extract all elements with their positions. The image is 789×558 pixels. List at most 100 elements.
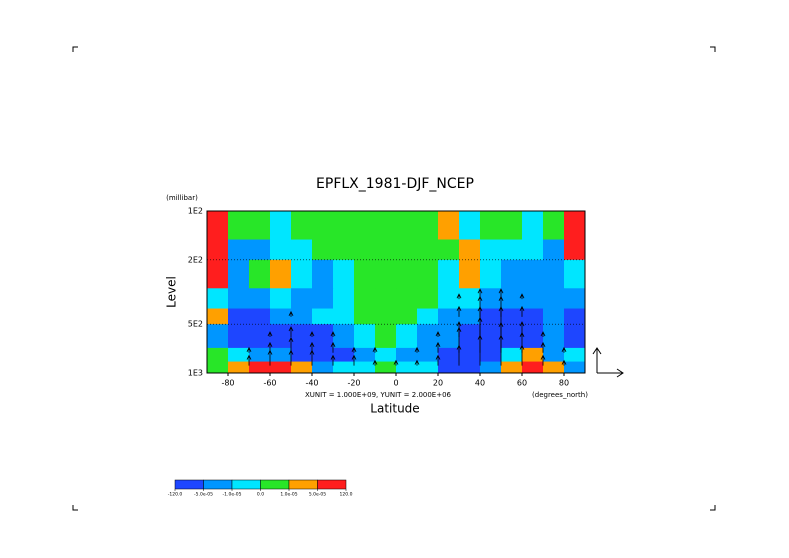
field-cell — [417, 324, 439, 349]
vector-arrow — [456, 293, 462, 300]
field-cell — [312, 259, 334, 289]
field-cell — [480, 288, 502, 310]
field-cell — [564, 347, 586, 363]
vector-arrow — [561, 359, 567, 366]
field — [207, 211, 586, 374]
field-cell — [564, 288, 586, 310]
vector-arrow — [288, 336, 294, 353]
field-cell — [354, 288, 376, 310]
vector-arrow — [456, 321, 462, 338]
colorbar-swatch — [260, 479, 290, 490]
field-cell — [501, 361, 523, 374]
vector-arrow — [519, 321, 525, 338]
colorbar-swatch — [203, 479, 233, 490]
field-cell — [480, 347, 502, 363]
vector-arrow — [561, 346, 567, 353]
field-cell — [291, 211, 313, 241]
field-cell — [501, 239, 523, 261]
field-cell — [249, 259, 271, 289]
field-cell — [270, 211, 292, 241]
field-cell — [438, 308, 460, 325]
x-tick-label: 20 — [433, 379, 443, 388]
colorbar-label: 5.0e-05 — [309, 492, 326, 498]
vector-arrow — [498, 288, 504, 300]
y-tick-label: 5E2 — [188, 320, 203, 329]
field-cell — [249, 211, 271, 241]
vector-arrow — [246, 346, 252, 353]
field-cell — [375, 211, 397, 241]
field-cell — [354, 239, 376, 261]
field-cell — [522, 361, 544, 374]
field-cell — [354, 347, 376, 363]
colorbar-label: -5.0e-05 — [194, 492, 213, 498]
field-cell — [459, 259, 481, 289]
field-cell — [396, 259, 418, 289]
corner-mark — [710, 46, 716, 52]
field-cell — [417, 288, 439, 310]
field-cell — [333, 288, 355, 310]
field-cell — [438, 361, 460, 374]
field-cell — [480, 324, 502, 349]
y-tick-label: 2E2 — [188, 255, 203, 264]
field-cell — [249, 308, 271, 325]
field-cell — [228, 308, 250, 325]
field-cell — [291, 288, 313, 310]
field-cell — [543, 288, 565, 310]
field-cell — [396, 361, 418, 374]
field-cell — [501, 324, 523, 349]
field-cell — [291, 259, 313, 289]
field-cell — [459, 308, 481, 325]
vector-arrow — [456, 305, 462, 317]
field-cell — [438, 347, 460, 363]
field-cell — [396, 239, 418, 261]
vector-arrow — [267, 341, 273, 353]
field-cell — [543, 324, 565, 349]
field-cell — [375, 239, 397, 261]
field-cell — [228, 239, 250, 261]
x-tick-label: -80 — [221, 379, 234, 388]
field-cell — [417, 361, 439, 374]
vector-arrow — [540, 341, 546, 353]
field-cell — [438, 259, 460, 289]
field-cell — [480, 239, 502, 261]
y-tick-label: 1E2 — [188, 207, 203, 216]
vector-arrow — [414, 346, 420, 353]
reference-arrow-y — [592, 347, 602, 373]
vector-arrow — [309, 341, 315, 353]
field-cell — [438, 239, 460, 261]
x-tick-label: -40 — [305, 379, 318, 388]
field-cell — [354, 211, 376, 241]
vector-arrow — [414, 359, 420, 366]
field-cell — [522, 308, 544, 325]
field-cell — [375, 347, 397, 363]
field-cell — [270, 347, 292, 363]
field-cell — [312, 324, 334, 349]
field-cell — [312, 347, 334, 363]
field-cell — [543, 239, 565, 261]
colorbar-label: -1.0e-05 — [223, 492, 242, 498]
field-cell — [207, 347, 229, 363]
x-tick-label: 60 — [517, 379, 527, 388]
vectors — [246, 288, 567, 366]
vector-arrow — [330, 341, 336, 353]
field-cell — [312, 361, 334, 374]
field-cell — [270, 239, 292, 261]
field-cell — [207, 239, 229, 261]
field-cell — [270, 288, 292, 310]
colorbar: -120.0 -5.0e-05 -1.0e-05 0.0 1.0e-05 5.0e-05 1… — [168, 479, 353, 498]
colorbar-label: -120.0 — [168, 492, 183, 498]
field-cell — [459, 288, 481, 310]
corner-marks — [72, 46, 716, 511]
vector-arrow — [393, 359, 399, 366]
field-cell — [543, 308, 565, 325]
vector-arrow — [519, 293, 525, 300]
reference-arrow-x — [597, 368, 624, 378]
field-cell — [417, 259, 439, 289]
field-cell — [459, 324, 481, 349]
field-cell — [249, 288, 271, 310]
field-cell — [291, 308, 313, 325]
vector-note: XUNIT = 1.000E+09, YUNIT = 2.000E+06 — [305, 391, 452, 399]
field-cell — [522, 347, 544, 363]
field-cell — [564, 324, 586, 349]
